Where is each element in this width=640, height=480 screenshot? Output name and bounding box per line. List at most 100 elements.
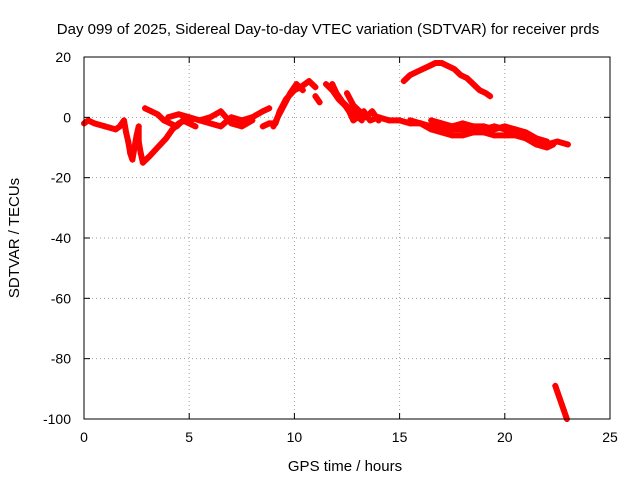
data-point xyxy=(438,120,445,127)
data-point xyxy=(407,72,414,79)
data-point xyxy=(238,123,245,130)
data-point xyxy=(274,114,281,121)
data-point xyxy=(533,135,540,142)
data-point xyxy=(259,123,266,130)
data-point xyxy=(438,129,445,136)
axis-ticks: 0 5 10 15 20 25 20 0 -20 -40 -60 -80 -100 xyxy=(43,49,618,445)
data-point xyxy=(564,141,571,148)
data-point xyxy=(186,120,193,127)
data-point xyxy=(148,108,155,115)
data-point xyxy=(543,144,550,151)
data-point xyxy=(350,102,357,109)
data-point xyxy=(142,105,149,112)
data-point xyxy=(451,66,458,73)
x-tick-label: 20 xyxy=(497,429,513,445)
x-axis-label: GPS time / hours xyxy=(288,458,402,475)
data-point xyxy=(432,60,439,67)
data-point xyxy=(449,132,456,139)
data-point xyxy=(560,406,567,413)
data-point xyxy=(533,141,540,148)
data-point xyxy=(562,412,569,419)
data-point xyxy=(293,81,300,88)
data-point xyxy=(217,108,224,115)
data-point xyxy=(129,156,136,163)
data-point xyxy=(146,153,153,160)
data-point xyxy=(186,114,193,121)
data-point xyxy=(396,117,403,124)
data-point xyxy=(139,159,146,166)
data-point xyxy=(120,117,127,124)
data-point xyxy=(522,135,529,142)
data-point xyxy=(175,111,182,118)
data-point xyxy=(501,123,508,130)
data-point xyxy=(127,150,134,157)
data-point xyxy=(449,123,456,130)
data-point xyxy=(419,66,426,73)
data-point xyxy=(165,114,172,121)
data-point xyxy=(339,99,346,106)
data-point xyxy=(135,123,142,130)
data-point xyxy=(428,126,435,133)
data-point xyxy=(400,78,407,85)
x-tick-label: 15 xyxy=(392,429,408,445)
data-point xyxy=(369,108,376,115)
data-point xyxy=(554,138,561,145)
data-point xyxy=(491,126,498,133)
data-point xyxy=(85,117,92,124)
data-point xyxy=(329,81,336,88)
y-tick-label: -80 xyxy=(51,351,71,367)
data-point xyxy=(207,120,214,127)
data-point xyxy=(238,117,245,124)
data-point xyxy=(417,120,424,127)
data-point xyxy=(306,78,313,85)
data-point xyxy=(352,111,359,118)
data-point xyxy=(476,87,483,94)
data-point xyxy=(470,81,477,88)
data-point xyxy=(125,138,132,145)
data-point xyxy=(131,144,138,151)
y-tick-label: 0 xyxy=(63,109,71,125)
data-point xyxy=(350,117,357,124)
data-point xyxy=(457,72,464,79)
data-point xyxy=(249,117,256,124)
data-point xyxy=(480,129,487,136)
data-point xyxy=(482,90,489,97)
data-point xyxy=(322,81,329,88)
data-point xyxy=(550,141,557,148)
data-point xyxy=(266,105,273,112)
data-point xyxy=(459,126,466,133)
data-point xyxy=(444,63,451,70)
y-tick-label: -60 xyxy=(51,290,71,306)
data-point xyxy=(301,81,308,88)
data-point xyxy=(552,382,559,389)
y-tick-label: -100 xyxy=(43,411,71,427)
data-point xyxy=(556,394,563,401)
data-point xyxy=(358,117,365,124)
data-point xyxy=(344,90,350,97)
data-point xyxy=(217,123,224,130)
data-point xyxy=(266,120,273,127)
data-point xyxy=(459,132,466,139)
data-point xyxy=(356,108,363,115)
data-points xyxy=(81,60,571,422)
y-tick-label: 20 xyxy=(55,49,71,65)
data-point xyxy=(123,129,130,136)
data-point xyxy=(554,388,561,395)
x-tick-label: 0 xyxy=(80,429,88,445)
data-point xyxy=(228,120,235,127)
data-point xyxy=(362,114,369,121)
data-point xyxy=(480,123,487,130)
y-tick-label: -20 xyxy=(51,170,71,186)
x-tick-label: 5 xyxy=(185,429,193,445)
x-tick-label: 10 xyxy=(287,429,303,445)
data-point xyxy=(426,63,433,70)
data-point xyxy=(558,400,565,407)
data-point xyxy=(196,117,203,124)
data-point xyxy=(386,117,393,124)
data-point xyxy=(413,69,420,76)
data-point xyxy=(491,132,498,139)
data-point xyxy=(207,114,214,121)
data-point xyxy=(173,123,180,130)
